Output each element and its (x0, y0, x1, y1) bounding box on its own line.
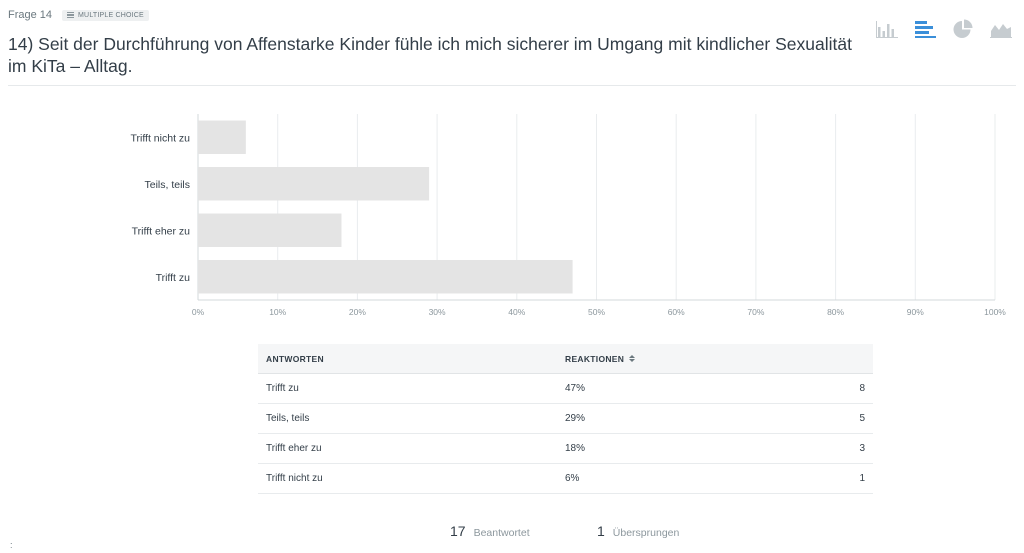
x-tick-label: 60% (668, 307, 685, 317)
skipped-summary: 1 Übersprungen (597, 523, 679, 539)
question-type-label: MULTIPLE CHOICE (78, 11, 144, 19)
skipped-label: Übersprungen (612, 527, 680, 539)
reactions-column-header[interactable]: REAKTIONEN (565, 354, 805, 364)
chart-type-switcher (875, 19, 1013, 39)
answer-percent: 18% (565, 443, 586, 454)
x-tick-label: 70% (747, 307, 764, 317)
x-tick-label: 20% (349, 307, 366, 317)
x-tick-label: 50% (588, 307, 605, 317)
bar (198, 167, 430, 201)
response-summary: 17 Beantwortet 1 Übersprungen (0, 523, 1024, 539)
answers-column-header: ANTWORTEN (266, 353, 324, 364)
category-label: Trifft nicht zu (130, 132, 190, 144)
category-label: Trifft eher zu (132, 225, 191, 237)
x-tick-label: 10% (269, 307, 286, 317)
header-divider (8, 85, 1016, 86)
answer-label: Trifft zu (266, 383, 299, 394)
answer-label: Trifft nicht zu (266, 473, 323, 484)
answer-percent: 6% (565, 473, 580, 484)
answer-label: Teils, teils (266, 413, 310, 424)
horizontal-bar-chart-icon[interactable] (913, 19, 937, 39)
table-row: Trifft nicht zu 6% 1 (258, 464, 873, 494)
bar-chart: Trifft nicht zu Teils, teils Trifft eher z… (130, 114, 1006, 317)
answer-percent: 29% (565, 413, 586, 424)
corner-mark: : (10, 540, 13, 550)
bar (198, 120, 246, 154)
answer-count: 8 (859, 383, 865, 394)
question-number: Frage 14 (8, 9, 53, 21)
question-title: 14) Seit der Durchführung von Affenstark… (8, 34, 852, 76)
x-tick-label: 90% (907, 307, 924, 317)
table-row: Teils, teils 29% 5 (258, 404, 873, 434)
category-label: Trifft zu (156, 272, 191, 284)
answer-count: 1 (859, 473, 865, 484)
x-tick-label: 40% (508, 307, 525, 317)
category-label: Teils, teils (144, 179, 190, 191)
x-tick-label: 30% (429, 307, 446, 317)
answered-count: 17 (450, 523, 466, 539)
table-row: Trifft zu 47% 8 (258, 374, 873, 404)
answer-count: 5 (859, 413, 865, 424)
list-icon (67, 11, 75, 19)
x-tick-label: 100% (984, 307, 1006, 317)
bar (198, 213, 342, 247)
skipped-count: 1 (597, 523, 605, 539)
table-header: ANTWORTEN REAKTIONEN (258, 344, 873, 374)
sort-icon[interactable] (629, 355, 636, 362)
area-chart-icon[interactable] (989, 19, 1013, 39)
answered-summary: 17 Beantwortet (450, 523, 530, 539)
x-tick-label: 80% (827, 307, 844, 317)
question-header: Frage 14 MULTIPLE CHOICE (8, 9, 149, 21)
vertical-bar-chart-icon[interactable] (875, 19, 899, 39)
answer-percent: 47% (565, 383, 586, 394)
x-tick-label: 0% (192, 307, 205, 317)
answered-label: Beantwortet (473, 527, 530, 539)
question-type-badge: MULTIPLE CHOICE (62, 9, 149, 21)
answer-label: Trifft eher zu (266, 443, 322, 454)
bar (198, 260, 573, 294)
table-row: Trifft eher zu 18% 3 (258, 434, 873, 464)
pie-chart-icon[interactable] (951, 19, 975, 39)
responses-table: ANTWORTEN REAKTIONEN Trifft zu 47% 8 Tei… (258, 344, 873, 494)
reactions-column-label: REAKTIONEN (565, 353, 625, 364)
answer-count: 3 (859, 443, 865, 454)
